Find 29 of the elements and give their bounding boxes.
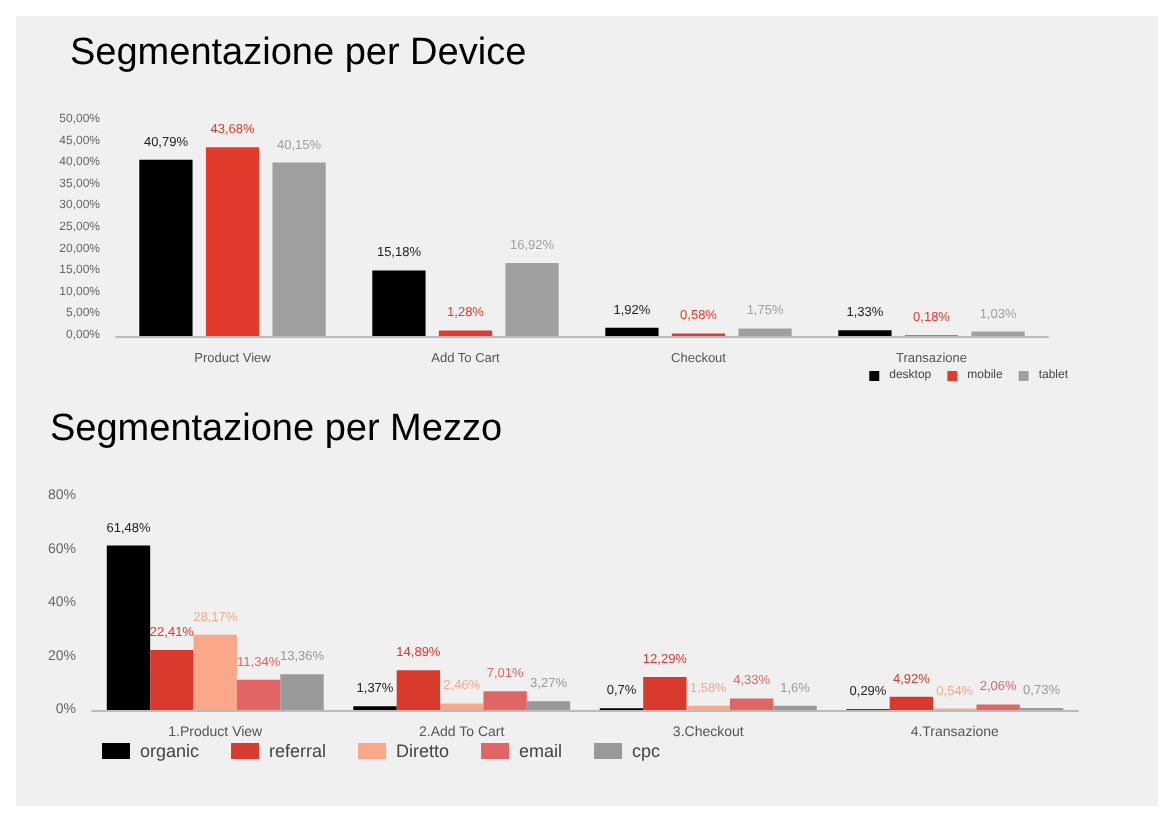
legend-label: cpc <box>632 741 662 761</box>
bar <box>440 703 484 710</box>
legend-label: Diretto <box>396 741 450 761</box>
legend-label: organic <box>140 741 201 761</box>
bar <box>643 677 687 710</box>
bar <box>605 327 659 336</box>
bar <box>280 674 324 710</box>
bar <box>889 696 934 710</box>
bar <box>272 162 326 336</box>
bar <box>139 159 193 336</box>
bar <box>372 270 426 336</box>
bar <box>106 545 151 710</box>
chart-title: Segmentazione per Mezzo <box>50 408 503 450</box>
bar <box>729 698 774 710</box>
bar <box>976 704 1020 710</box>
bar <box>505 262 559 336</box>
bar <box>838 330 892 336</box>
bar <box>438 330 493 336</box>
bar <box>738 328 792 336</box>
bar <box>150 650 194 710</box>
legend-label: email <box>519 741 563 761</box>
bar <box>526 701 571 710</box>
bar <box>483 691 527 710</box>
bar <box>193 634 237 710</box>
bar <box>236 679 281 710</box>
legend-label: referral <box>269 741 327 761</box>
bar <box>205 147 260 336</box>
chart-title: Segmentazione per Device <box>70 32 527 74</box>
bar <box>396 670 441 710</box>
